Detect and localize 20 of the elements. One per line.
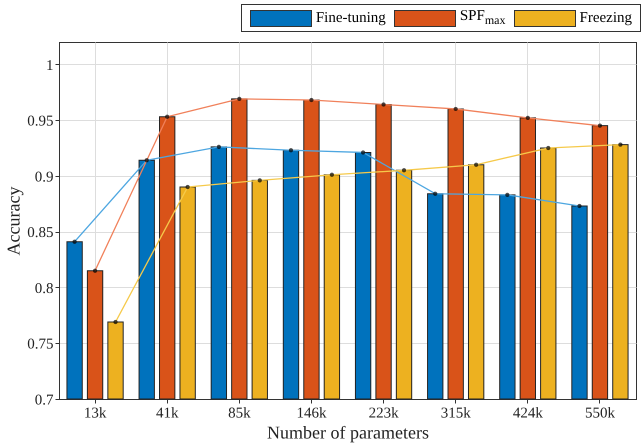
x-tick-label: 223k [368,406,400,422]
x-tick-label: 315k [440,406,472,422]
x-tick-label: 41k [156,406,179,422]
y-tick-label: 0.95 [27,114,54,130]
y-axis-title: Accuracy [3,186,24,256]
y-tick-label: 0.7 [34,392,54,408]
x-tick-label: 146k [296,406,327,422]
x-tick-label: 13k [84,406,107,422]
y-tick-label: 0.8 [34,280,54,297]
x-tick-label: 85k [228,406,252,422]
x-tick-label: 424k [512,406,544,422]
y-tick-label: 0.9 [34,169,54,186]
legend-label: Fine-tuning [316,10,386,26]
legend-label: Freezing [580,10,632,26]
x-tick-label: 550k [584,406,616,422]
y-tick-label: 0.75 [27,336,54,353]
y-tick-label: 1 [46,58,54,74]
y-tick-label: 0.85 [27,225,54,242]
legend-label: SPF$_{max}$ [460,8,506,28]
x-axis-title: Number of parameters [267,422,429,442]
